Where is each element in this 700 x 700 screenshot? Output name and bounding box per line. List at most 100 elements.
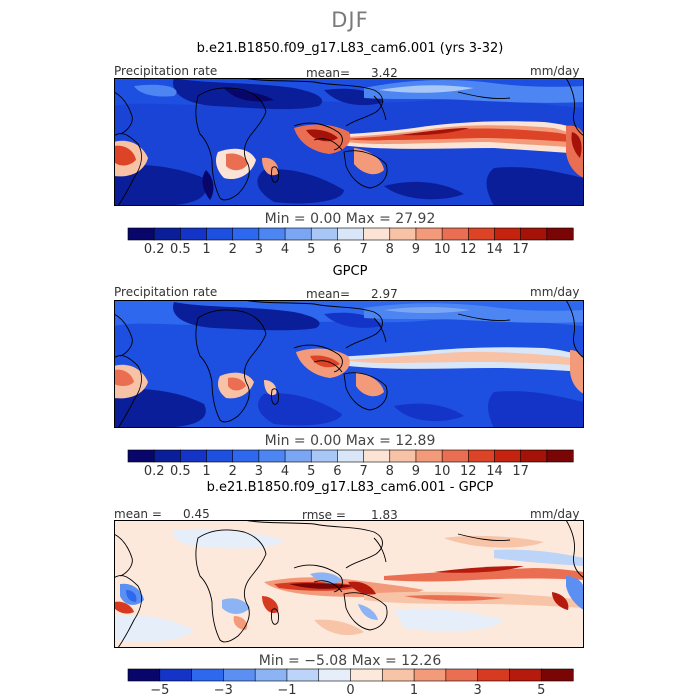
- colorbar-segment: [232, 449, 260, 463]
- panel-2-mean-label: mean=: [306, 287, 351, 301]
- colorbar-segment: [127, 449, 155, 463]
- colorbar-tick-label: 0.2: [144, 242, 165, 257]
- panel-3-max-value: 12.26: [401, 653, 442, 669]
- colorbar-segment: [258, 227, 286, 241]
- colorbar-tick-label: 2: [229, 464, 237, 479]
- colorbar-tick-label: 17: [512, 464, 529, 479]
- panel-1-min-value: 0.00: [310, 211, 342, 227]
- colorbar-tick-label: 8: [386, 464, 394, 479]
- colorbar-tick-label: 12: [460, 242, 477, 257]
- colorbar-tick-label: 1: [202, 464, 210, 479]
- colorbar-segment: [180, 227, 208, 241]
- panel-1-max-label: Max =: [345, 211, 391, 227]
- colorbar-segment: [445, 668, 479, 682]
- panel-3-rmse-value: 1.83: [371, 508, 398, 522]
- colorbar-segment: [520, 227, 548, 241]
- colorbar-segment: [494, 449, 522, 463]
- panel-2-min-value: 0.00: [310, 433, 342, 449]
- panel-1-minmax: Min = 0.00 Max = 27.92: [0, 211, 700, 227]
- colorbar-segment: [441, 227, 469, 241]
- panel-3-units: mm/day: [530, 507, 580, 521]
- colorbar-segment: [153, 449, 181, 463]
- colorbar-segment: [494, 227, 522, 241]
- colorbar-segment: [350, 668, 383, 682]
- colorbar-tick-label: 6: [333, 242, 341, 257]
- colorbar-segment: [467, 227, 496, 241]
- colorbar-tick-label: 4: [281, 464, 289, 479]
- panel-2-colorbar: 0.2 0.5 1 2 3 4 5 6 7 8 9 10 12 14 17: [127, 449, 574, 479]
- colorbar-tick-label: 3: [255, 464, 263, 479]
- panel-3-title: b.e21.B1850.f09_g17.L83_cam6.001 - GPCP: [206, 480, 494, 495]
- colorbar-segment: [546, 227, 574, 241]
- panel-3-mean-value: 0.45: [183, 507, 210, 521]
- colorbar-segment: [520, 449, 548, 463]
- colorbar-tick-label: 1: [410, 683, 418, 698]
- colorbar-segment: [337, 449, 365, 463]
- colorbar-segment: [191, 668, 224, 682]
- colorbar-segment: [318, 668, 352, 682]
- colorbar-segment: [180, 449, 208, 463]
- colorbar-segment: [441, 449, 469, 463]
- colorbar-tick-label: 9: [412, 464, 420, 479]
- colorbar-segment: [159, 668, 193, 682]
- colorbar-segment: [381, 668, 415, 682]
- colorbar-tick-label: 5: [307, 242, 315, 257]
- colorbar-tick-label: 10: [434, 242, 451, 257]
- colorbar-segment: [286, 668, 320, 682]
- colorbar-segment: [389, 227, 417, 241]
- colorbar-segment: [206, 449, 234, 463]
- colorbar-segment: [363, 227, 391, 241]
- colorbar-segment: [415, 227, 443, 241]
- colorbar-segment: [363, 449, 391, 463]
- colorbar-segment: [546, 449, 574, 463]
- colorbar-segment: [258, 449, 286, 463]
- panel-1-variable-label: Precipitation rate: [114, 64, 218, 78]
- colorbar-segment: [310, 449, 339, 463]
- panel-1-min-label: Min =: [264, 211, 306, 227]
- colorbar-tick-label: −3: [214, 683, 233, 698]
- panel-3-min-label: Min =: [258, 653, 300, 669]
- panel-2-mean-value: 2.97: [371, 287, 398, 301]
- panel-1-max-value: 27.92: [395, 211, 436, 227]
- colorbar-tick-label: 4: [281, 242, 289, 257]
- colorbar-tick-label: 0.5: [170, 464, 191, 479]
- colorbar-segment: [254, 668, 288, 682]
- panel-3-map: [114, 520, 584, 648]
- colorbar-tick-label: 3: [474, 683, 482, 698]
- colorbar-tick-label: 17: [512, 242, 529, 257]
- colorbar-segment: [477, 668, 511, 682]
- colorbar-tick-label: 7: [359, 464, 367, 479]
- colorbar-segment: [232, 227, 260, 241]
- panel-1-map: [114, 78, 584, 206]
- panel-2-title: GPCP: [332, 264, 368, 279]
- colorbar-segment: [509, 668, 542, 682]
- colorbar-tick-label: 10: [434, 464, 451, 479]
- panel-3-mean-label: mean =: [114, 507, 162, 521]
- panel-2-max-value: 12.89: [395, 433, 436, 449]
- panel-3-max-label: Max =: [351, 653, 397, 669]
- panel-2-map: [114, 300, 584, 428]
- colorbar-tick-label: 5: [537, 683, 545, 698]
- colorbar-segment: [310, 227, 339, 241]
- colorbar-tick-label: 9: [412, 242, 420, 257]
- colorbar-segment: [413, 668, 447, 682]
- panel-1-mean-value: 3.42: [371, 66, 398, 80]
- colorbar-tick-label: 12: [460, 464, 477, 479]
- colorbar-tick-label: 6: [333, 464, 341, 479]
- panel-3-colorbar: −5 −3 −1 0 1 3 5: [127, 668, 574, 698]
- panel-1-mean-label: mean=: [306, 66, 351, 80]
- colorbar-segment: [467, 449, 496, 463]
- panel-2-min-label: Min =: [264, 433, 306, 449]
- colorbar-segment: [127, 668, 161, 682]
- colorbar-segment: [415, 449, 443, 463]
- panel-2-variable-label: Precipitation rate: [114, 285, 218, 299]
- panel-3-rmse-label: rmse =: [302, 508, 346, 522]
- colorbar-segment: [337, 227, 365, 241]
- colorbar-tick-label: 5: [307, 464, 315, 479]
- colorbar-tick-label: 0.2: [144, 464, 165, 479]
- panel-3-minmax: Min = −5.08 Max = 12.26: [0, 653, 700, 669]
- colorbar-segment: [284, 449, 312, 463]
- colorbar-segment: [540, 668, 574, 682]
- panel-2-max-label: Max =: [345, 433, 391, 449]
- colorbar-segment: [127, 227, 155, 241]
